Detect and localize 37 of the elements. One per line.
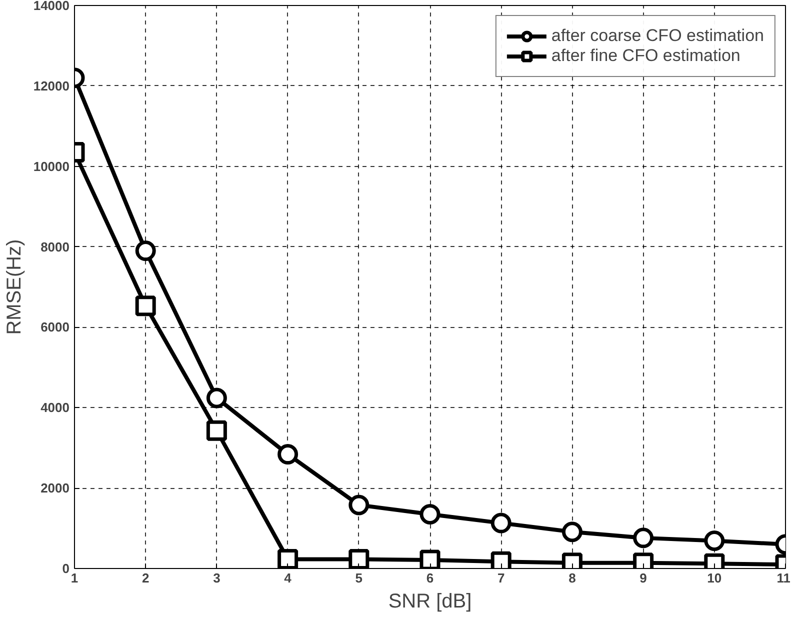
point bbox=[420, 504, 440, 524]
point bbox=[206, 420, 227, 441]
x-tick-label: 4 bbox=[284, 570, 292, 586]
y-tick-label: 0 bbox=[62, 561, 70, 576]
point bbox=[206, 388, 227, 408]
x-tick-label: 11 bbox=[776, 570, 791, 586]
point bbox=[278, 444, 298, 465]
y-tick-label: 8000 bbox=[40, 239, 70, 254]
x-tick-label: 9 bbox=[640, 570, 647, 586]
point bbox=[278, 549, 298, 568]
x-tick-label: 10 bbox=[707, 570, 722, 586]
x-tick-label: 6 bbox=[426, 570, 434, 586]
x-tick-label: 5 bbox=[355, 570, 363, 586]
y-tick-label: 14000 bbox=[33, 0, 70, 13]
legend-label: after fine CFO estimation bbox=[551, 46, 740, 66]
x-tick-label: 3 bbox=[213, 570, 220, 586]
point bbox=[490, 512, 512, 534]
point bbox=[562, 522, 582, 542]
x-axis-title: SNR [dB] bbox=[388, 590, 472, 612]
x-tick-label: 2 bbox=[142, 570, 150, 586]
y-tick-label: 2000 bbox=[40, 480, 70, 496]
y-tick-label: 10000 bbox=[33, 158, 70, 174]
y-tick-label: 6000 bbox=[40, 320, 70, 335]
legend-label: after coarse CFO estimation bbox=[551, 26, 764, 46]
point bbox=[348, 549, 370, 568]
point bbox=[420, 550, 440, 568]
x-tick-label: 7 bbox=[497, 570, 505, 586]
point bbox=[135, 240, 156, 262]
y-tick-label: 4000 bbox=[40, 400, 70, 416]
y-tick-label: 12000 bbox=[33, 78, 70, 94]
x-tick-label: 1 bbox=[70, 570, 78, 586]
y-axis-title: RMSE(Hz) bbox=[3, 239, 26, 335]
point bbox=[135, 296, 156, 316]
point bbox=[348, 494, 370, 516]
point bbox=[633, 528, 654, 548]
point bbox=[704, 530, 725, 551]
x-tick-label: 8 bbox=[568, 570, 576, 586]
